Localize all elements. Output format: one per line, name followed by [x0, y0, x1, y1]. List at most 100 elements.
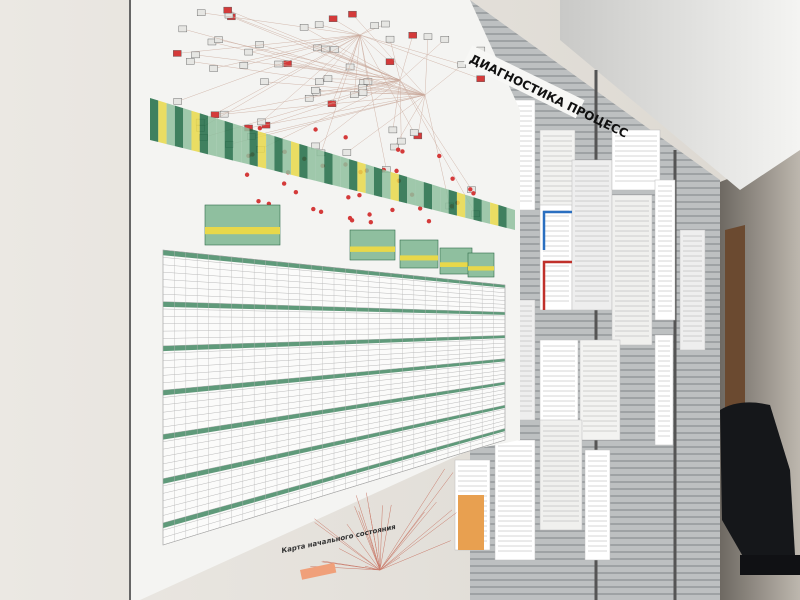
diagram-node — [388, 126, 398, 134]
summary-table — [204, 204, 281, 246]
matrix-cell — [473, 197, 482, 222]
risk-marker — [400, 149, 405, 154]
matrix-cell — [282, 138, 292, 175]
diagram-link — [417, 94, 426, 136]
risk-marker — [394, 168, 399, 174]
diagram-node — [370, 22, 379, 29]
diagram-link — [265, 79, 401, 126]
matrix-cell — [174, 105, 184, 149]
diagram-node — [299, 24, 309, 31]
diagram-link — [359, 34, 481, 79]
diagram-node — [173, 98, 182, 105]
diagram-node — [330, 46, 339, 53]
diagram-link — [195, 54, 401, 81]
diagram-link — [213, 34, 361, 69]
matrix-cell — [432, 184, 441, 212]
matrix-cell — [232, 123, 242, 163]
diagram-link — [243, 34, 361, 66]
orange-sticker — [458, 495, 484, 550]
matrix-cell — [357, 161, 366, 194]
diagram-link — [346, 94, 426, 153]
diagram-node — [385, 35, 395, 43]
diagram-link — [201, 12, 361, 36]
matrix-cell — [448, 189, 457, 216]
matrix-cell — [340, 156, 350, 190]
diagram-node — [210, 111, 220, 118]
diagram-node — [191, 51, 200, 59]
diagram-node — [173, 50, 182, 57]
matrix-cell — [365, 164, 374, 196]
diagram-node — [328, 15, 338, 22]
diagram-link — [359, 34, 387, 170]
diagram-link — [182, 28, 426, 96]
diagram-node — [196, 9, 206, 16]
diagram-link — [177, 34, 361, 102]
diagram-node — [311, 87, 320, 94]
matrix-cell — [274, 136, 283, 173]
risk-marker — [244, 172, 250, 177]
diagram-link — [363, 82, 426, 96]
risk-marker — [417, 206, 423, 211]
diagram-link — [346, 523, 381, 571]
diagram-link — [190, 61, 426, 96]
matrix-cell — [315, 148, 325, 183]
diagram-link — [338, 548, 381, 571]
diagram-link — [379, 509, 453, 571]
matrix-cell — [382, 169, 391, 200]
risk-marker — [281, 181, 287, 186]
pinned-document — [579, 339, 621, 441]
diagram-link — [303, 27, 426, 96]
risk-marker — [390, 207, 395, 213]
ceiling — [560, 0, 800, 190]
diagram-link — [399, 39, 445, 81]
diagram-node — [244, 48, 253, 56]
diagram-link — [355, 495, 381, 571]
summary-table-highlight — [468, 266, 494, 271]
diagram-node — [274, 60, 283, 68]
diagram-link — [379, 556, 401, 571]
matrix-cell — [199, 113, 209, 155]
matrix-cell — [183, 108, 192, 151]
matrix-cell — [291, 141, 300, 177]
diagram-link — [315, 79, 401, 147]
pinned-document — [571, 159, 613, 311]
risk-marker — [450, 176, 455, 181]
diagram-link — [260, 79, 401, 150]
diagram-link — [322, 560, 381, 571]
diagram-link — [224, 94, 426, 115]
summary-table-highlight — [440, 262, 472, 267]
summary-table — [349, 229, 396, 261]
diagram-node — [186, 58, 195, 65]
diagram-node — [440, 36, 450, 43]
risk-marker — [468, 187, 473, 192]
matrix-cell — [440, 187, 449, 214]
matrix-cell — [465, 194, 474, 220]
risk-marker — [368, 219, 374, 225]
summary-table — [399, 239, 439, 269]
diagram-link — [228, 14, 401, 81]
diagram-node — [409, 129, 419, 136]
matrix-cell — [307, 146, 316, 181]
diagram-link — [399, 35, 413, 81]
pinned-document — [611, 129, 661, 191]
diagram-link — [319, 24, 361, 36]
diagram-node — [397, 137, 406, 145]
matrix-cell — [216, 118, 225, 159]
matrix-cell — [191, 110, 200, 153]
diagram-node — [257, 118, 266, 126]
diagram-link — [177, 34, 361, 54]
diagram-link — [424, 36, 429, 96]
matrix-cell — [249, 128, 258, 167]
diagram-link — [248, 34, 361, 53]
diagram-link — [227, 9, 401, 81]
matrix-cell — [158, 100, 167, 145]
risk-marker — [293, 189, 299, 195]
diagram-link — [218, 39, 401, 81]
diagram-node — [314, 21, 324, 28]
risk-marker — [346, 195, 351, 200]
diagram-link — [389, 39, 401, 81]
diagram-node — [345, 63, 355, 71]
summary-table-highlight — [350, 246, 395, 252]
matrix-cell — [373, 166, 383, 198]
diagram-link — [248, 94, 426, 129]
